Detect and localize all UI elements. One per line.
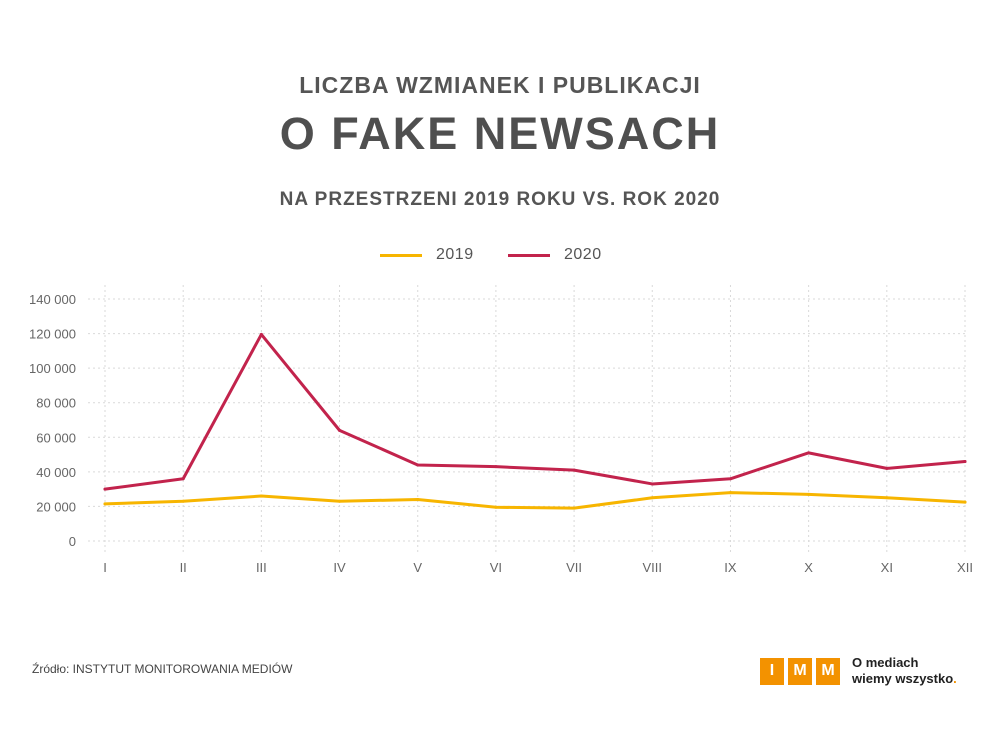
x-tick-label: IV [333, 560, 346, 575]
data-point-2020 [728, 477, 732, 481]
y-tick-label: 0 [69, 534, 76, 549]
chart-legend: 2019 2020 [0, 244, 1000, 266]
logo-tagline: O mediach wiemy wszystko. [852, 655, 957, 687]
data-point-2019 [259, 494, 263, 498]
y-tick-label: 140 000 [29, 292, 76, 307]
data-point-2019 [807, 492, 811, 496]
data-point-2020 [338, 428, 342, 432]
legend-item-2019: 2019 [380, 244, 474, 266]
x-tick-label: V [413, 560, 422, 575]
data-point-2020 [572, 468, 576, 472]
y-axis-ticks: 0 20 000 40 000 60 000 80 000 100 000 120 000 1… [29, 292, 76, 549]
logo-letter-m1: M [788, 657, 812, 685]
chart-title-main: O FAKE NEWSACH [279, 108, 721, 159]
y-tick-label: 100 000 [29, 361, 76, 376]
logo-tagline-dot: . [953, 671, 957, 686]
logo-letter-i: I [760, 657, 784, 685]
chart-grid [88, 285, 966, 555]
x-tick-label: II [180, 560, 187, 575]
series-line-2019 [103, 491, 967, 510]
data-point-2019 [338, 499, 342, 503]
x-tick-label: XI [881, 560, 893, 575]
chart-subtitle: NA PRZESTRZENI 2019 ROKU VS. ROK 2020 [279, 189, 721, 210]
data-point-2019 [963, 500, 967, 504]
data-point-2019 [650, 496, 654, 500]
y-tick-label: 40 000 [36, 465, 76, 480]
x-tick-label: III [256, 560, 267, 575]
logo-tagline-line1: O mediach [852, 655, 919, 670]
data-point-2020 [885, 466, 889, 470]
legend-swatch-2020 [508, 253, 550, 257]
source-note: Źródło: INSTYTUT MONITOROWANIA MEDIÓW [32, 662, 293, 676]
x-tick-label: VIII [643, 560, 663, 575]
data-point-2020 [650, 482, 654, 486]
data-point-2019 [885, 496, 889, 500]
logo-tagline-line2: wiemy wszystko [852, 671, 954, 686]
x-tick-label: VII [566, 560, 582, 575]
data-point-2019 [181, 499, 185, 503]
data-point-2020 [181, 477, 185, 481]
x-tick-label: XII [957, 560, 973, 575]
legend-label-2019: 2019 [436, 246, 474, 263]
data-point-2020 [416, 463, 420, 467]
data-point-2020 [103, 487, 107, 491]
data-point-2020 [807, 451, 811, 455]
data-point-2020 [963, 459, 967, 463]
y-tick-label: 80 000 [36, 396, 76, 411]
imm-logo: I M M O mediach wiemy wszystko. [760, 655, 957, 687]
data-point-2019 [728, 491, 732, 495]
data-point-2020 [494, 465, 498, 469]
legend-label-2020: 2020 [564, 246, 602, 263]
data-point-2019 [572, 506, 576, 510]
series-line-2020 [103, 332, 967, 491]
y-tick-label: 60 000 [36, 430, 76, 445]
chart-title-top: LICZBA WZMIANEK I PUBLIKACJI [299, 72, 701, 98]
chart-series [103, 332, 967, 510]
x-tick-label: VI [490, 560, 502, 575]
x-axis-ticks: I II III IV V VI VII VIII IX X XI XII [103, 560, 973, 575]
x-tick-label: IX [724, 560, 737, 575]
logo-letter-m2: M [816, 657, 840, 685]
data-point-2019 [103, 502, 107, 506]
data-point-2019 [416, 498, 420, 502]
legend-swatch-2019 [380, 253, 422, 257]
y-tick-label: 20 000 [36, 499, 76, 514]
data-point-2019 [494, 505, 498, 509]
x-tick-label: I [103, 560, 107, 575]
y-tick-label: 120 000 [29, 327, 76, 342]
legend-item-2020: 2020 [508, 244, 602, 266]
x-tick-label: X [804, 560, 813, 575]
data-point-2020 [259, 332, 263, 336]
